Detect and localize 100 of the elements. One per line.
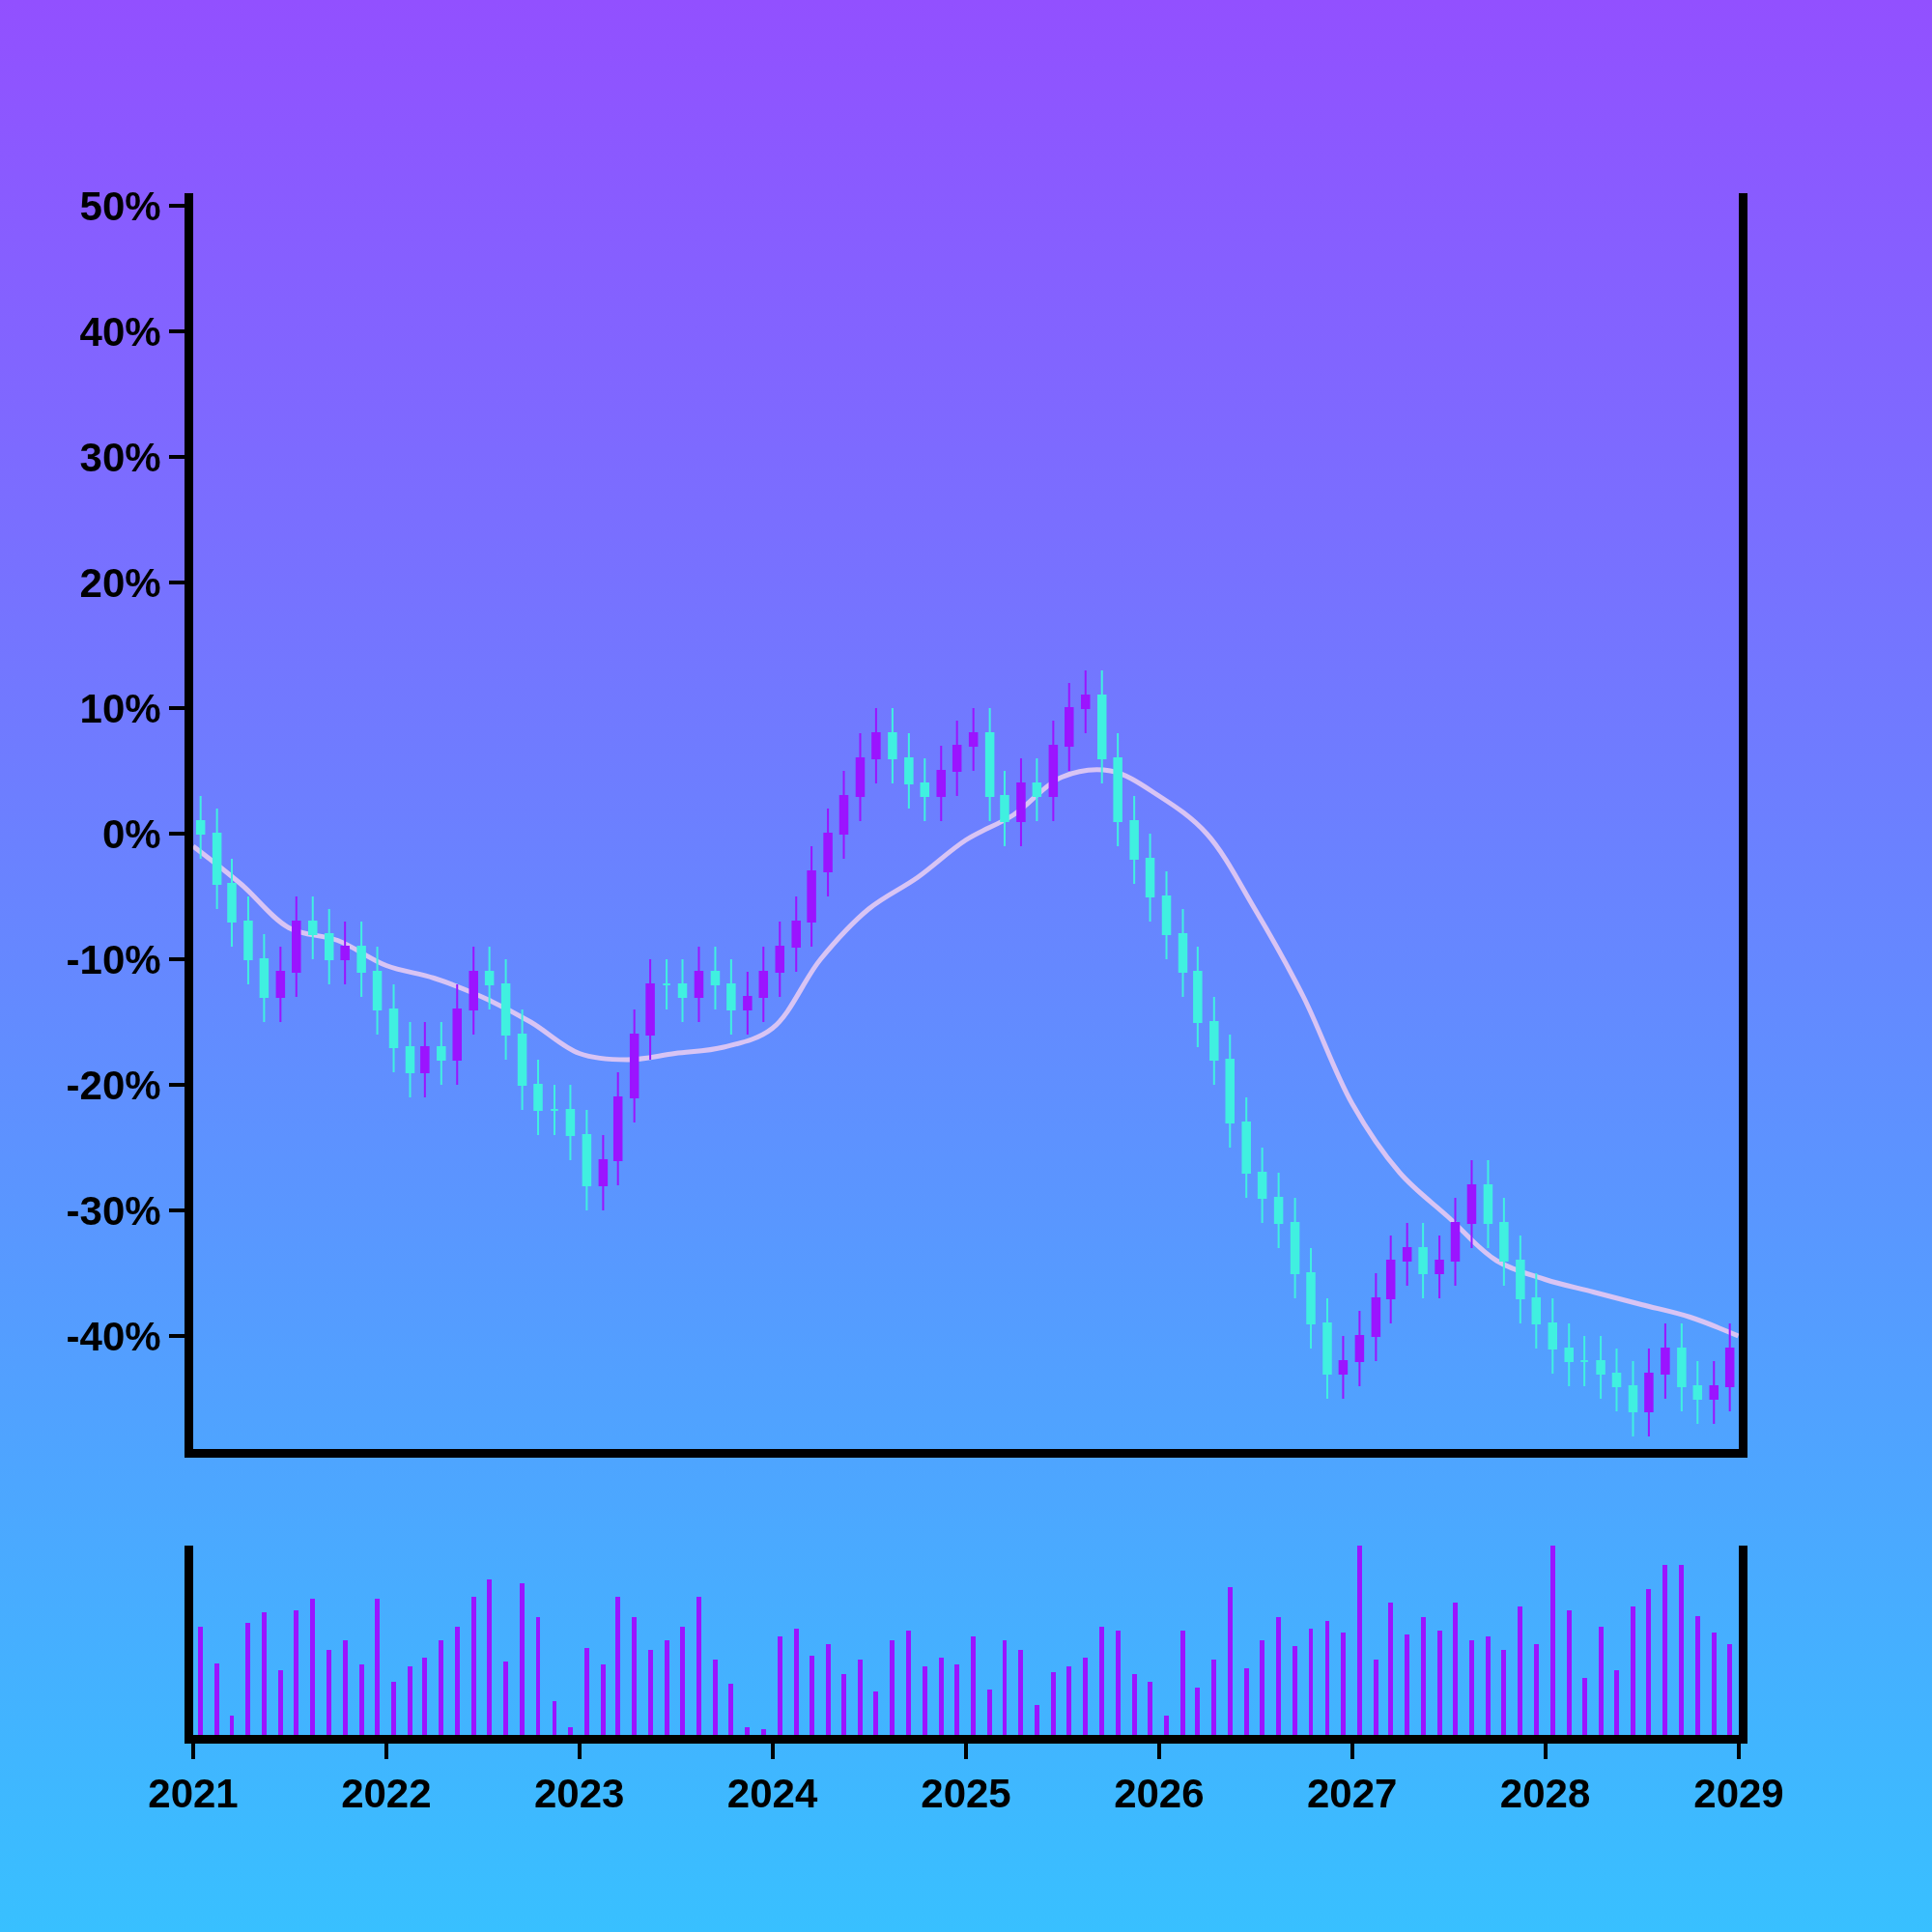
bar — [1711, 1633, 1717, 1735]
bar — [987, 1689, 993, 1735]
bar — [198, 1627, 204, 1735]
candlestick — [324, 908, 334, 985]
candlestick — [1692, 1360, 1703, 1425]
candlestick — [612, 1071, 623, 1186]
candlestick — [1257, 1147, 1267, 1224]
bar — [922, 1666, 927, 1735]
bar — [938, 1657, 944, 1735]
bar — [1180, 1631, 1185, 1735]
bar — [1099, 1627, 1105, 1735]
bar — [1694, 1615, 1700, 1735]
bar — [1034, 1704, 1039, 1735]
candlestick — [758, 946, 769, 1023]
candlestick — [1273, 1172, 1284, 1249]
y-tick-label: -40% — [66, 1313, 161, 1359]
candlestick — [629, 1009, 639, 1123]
bar — [310, 1598, 316, 1735]
candlestick — [1499, 1197, 1509, 1287]
bar — [1420, 1617, 1426, 1735]
candlestick — [677, 958, 688, 1023]
candlestick — [340, 921, 350, 985]
candlestick — [1709, 1360, 1719, 1425]
bar — [1276, 1617, 1282, 1735]
candlestick — [275, 946, 286, 1023]
candlestick — [1644, 1348, 1654, 1437]
bar — [841, 1674, 846, 1735]
candlestick — [968, 707, 979, 772]
candlestick — [1161, 870, 1172, 960]
candlestick — [1129, 795, 1139, 885]
candlestick — [1516, 1235, 1525, 1324]
bar — [971, 1636, 977, 1735]
y-tick-label: 20% — [79, 559, 161, 606]
candlestick — [1402, 1222, 1412, 1287]
bar — [1679, 1564, 1685, 1735]
candlestick — [598, 1134, 609, 1211]
bar — [1148, 1682, 1153, 1735]
candlestick — [1579, 1335, 1589, 1387]
candlestick — [710, 946, 721, 1010]
candlestick — [1724, 1322, 1735, 1412]
x-tick-label: 2028 — [1499, 1771, 1591, 1817]
candlestick — [1225, 1034, 1235, 1149]
bar — [503, 1661, 509, 1735]
candlestick — [1322, 1297, 1332, 1400]
candlestick — [838, 770, 849, 860]
candlestick — [1371, 1272, 1381, 1362]
candlestick — [1531, 1272, 1542, 1350]
x-tick-label: 2023 — [534, 1771, 625, 1817]
bar — [454, 1627, 460, 1735]
candlestick — [1548, 1297, 1558, 1375]
candlestick — [1338, 1335, 1349, 1400]
candlestick — [1241, 1096, 1251, 1199]
bar — [1066, 1666, 1072, 1735]
candlestick — [1048, 720, 1059, 822]
y-tick-label: 50% — [79, 183, 161, 229]
candlestick — [500, 958, 511, 1061]
bar — [439, 1640, 444, 1735]
bar — [294, 1609, 299, 1735]
candlestick — [1290, 1197, 1300, 1299]
bar — [375, 1598, 381, 1735]
bar — [1598, 1627, 1604, 1735]
candlestick — [1000, 770, 1009, 847]
bar — [647, 1649, 653, 1735]
bar — [1485, 1636, 1491, 1735]
bar — [696, 1596, 701, 1735]
x-tick-label: 2025 — [921, 1771, 1011, 1817]
bar — [487, 1579, 493, 1735]
bar — [567, 1727, 573, 1735]
bar — [1356, 1546, 1362, 1735]
bar — [261, 1611, 267, 1735]
bar — [760, 1729, 766, 1735]
candlestick — [388, 983, 399, 1073]
candlestick — [1145, 833, 1155, 923]
candlestick — [517, 1009, 527, 1111]
bar — [858, 1659, 863, 1735]
candlestick — [1661, 1322, 1670, 1400]
bar — [1501, 1649, 1507, 1735]
bar — [1566, 1609, 1572, 1735]
bar — [1195, 1688, 1201, 1735]
candlestick — [1032, 757, 1042, 822]
candlestick — [1564, 1322, 1574, 1387]
bar — [615, 1596, 621, 1735]
candlestick — [904, 732, 914, 810]
bar — [358, 1664, 364, 1735]
bar — [583, 1647, 589, 1735]
bar — [1533, 1643, 1539, 1735]
candlestick — [1065, 682, 1074, 772]
bar — [1549, 1546, 1555, 1735]
bar — [214, 1662, 220, 1735]
candlestick — [1306, 1247, 1316, 1350]
bar — [1646, 1589, 1652, 1735]
bar — [809, 1655, 814, 1735]
bar — [1631, 1605, 1635, 1735]
bar — [1727, 1643, 1733, 1735]
candlestick — [791, 895, 801, 973]
x-tick-label: 2021 — [148, 1771, 239, 1817]
y-tick-label: 30% — [79, 434, 161, 480]
candlestick — [307, 895, 318, 960]
x-tick-label: 2029 — [1693, 1771, 1784, 1817]
candlestick — [694, 946, 704, 1023]
